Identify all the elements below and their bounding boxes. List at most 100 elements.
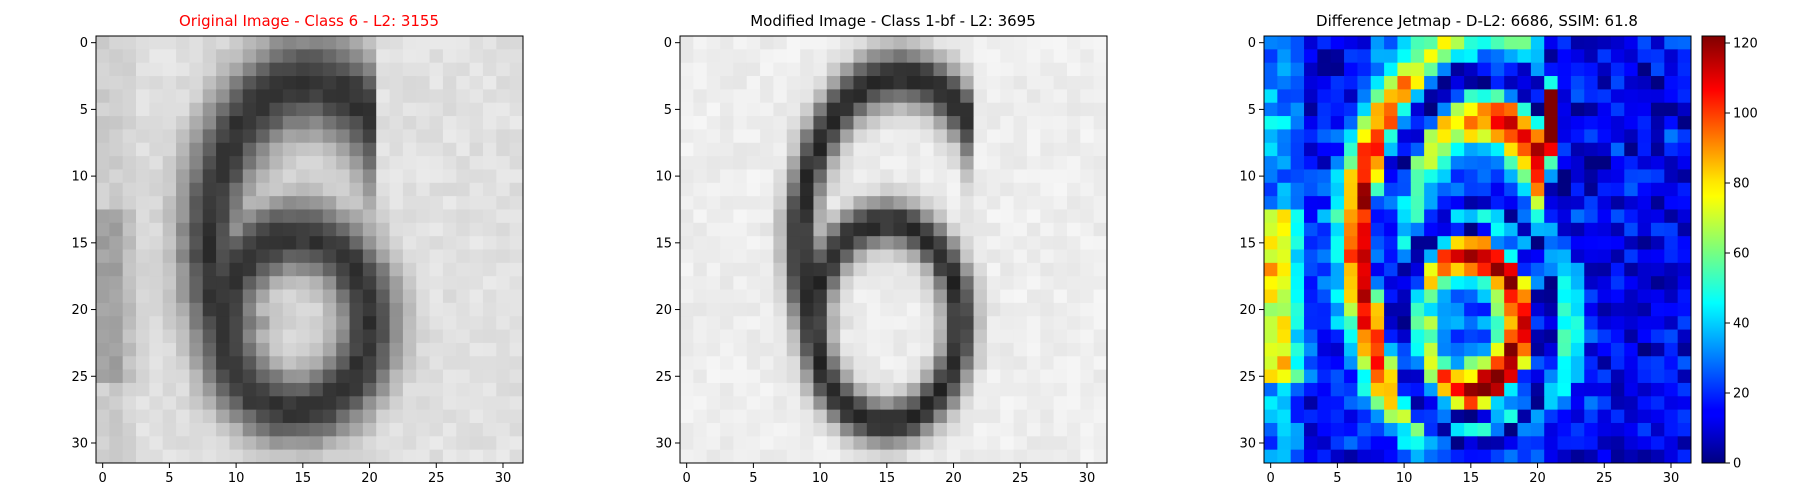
pixel-cell — [893, 316, 908, 330]
pixel-cell — [442, 89, 457, 104]
pixel-cell — [880, 142, 894, 157]
pixel-cell — [269, 422, 284, 437]
pixel-cell — [376, 49, 390, 64]
pixel-cell — [496, 142, 511, 157]
pixel-cell — [1304, 409, 1318, 424]
pixel-cell — [960, 222, 974, 237]
pixel-cell — [973, 169, 988, 184]
pixel-cell — [416, 382, 430, 397]
pixel-cell — [880, 436, 894, 451]
pixel-cell — [706, 396, 721, 411]
pixel-cell — [1080, 262, 1095, 277]
pixel-cell — [242, 129, 257, 144]
pixel-cell — [1584, 316, 1598, 330]
pixel-cell — [1677, 316, 1692, 330]
pixel-cell — [1080, 302, 1095, 317]
pixel-cell — [1330, 369, 1345, 384]
pixel-cell — [733, 249, 748, 264]
pixel-cell — [1026, 209, 1041, 224]
pixel-cell — [1570, 289, 1585, 304]
pixel-cell — [920, 36, 934, 50]
pixel-cell — [1477, 222, 1492, 237]
pixel-cell — [1530, 236, 1545, 250]
pixel-cell — [322, 142, 337, 157]
pixel-cell — [1290, 142, 1305, 157]
pixel-cell — [1000, 89, 1014, 104]
pixel-cell — [813, 369, 828, 384]
pixel-cell — [1264, 209, 1278, 224]
pixel-cell — [1304, 116, 1318, 130]
pixel-cell — [269, 76, 284, 90]
pixel-cell — [920, 49, 934, 64]
pixel-cell — [693, 156, 708, 170]
pixel-cell — [1637, 182, 1652, 197]
pixel-cell — [1304, 236, 1318, 250]
pixel-cell — [389, 276, 404, 290]
pixel-cell — [1557, 342, 1572, 357]
pixel-cell — [680, 222, 694, 237]
pixel-cell — [1557, 422, 1572, 437]
pixel-cell — [176, 369, 190, 384]
pixel-cell — [149, 116, 164, 130]
pixel-cell — [1344, 182, 1358, 197]
pixel-cell — [773, 169, 788, 184]
pixel-cell — [1264, 356, 1278, 370]
pixel-cell — [482, 449, 497, 464]
pixel-cell — [760, 182, 774, 197]
pixel-cell — [706, 142, 721, 157]
pixel-cell — [1477, 156, 1492, 170]
pixel-cell — [680, 329, 694, 344]
pixel-cell — [906, 436, 921, 451]
pixel-cell — [416, 249, 430, 264]
pixel-cell — [429, 62, 444, 77]
pixel-cell — [509, 196, 524, 210]
pixel-cell — [1264, 409, 1278, 424]
pixel-cell — [853, 329, 868, 344]
pixel-cell — [706, 89, 721, 104]
pixel-cell — [946, 342, 961, 357]
pixel-cell — [920, 142, 934, 157]
pixel-cell — [933, 169, 948, 184]
pixel-cell — [1000, 236, 1014, 250]
pixel-cell — [416, 356, 430, 370]
pixel-cell — [1317, 342, 1332, 357]
pixel-cell — [1026, 49, 1041, 64]
pixel-cell — [216, 289, 230, 304]
pixel-cell — [773, 422, 788, 437]
pixel-cell — [1000, 62, 1014, 77]
pixel-cell — [1026, 382, 1041, 397]
pixel-cell — [456, 169, 471, 184]
pixel-cell — [680, 116, 694, 130]
pixel-cell — [1450, 422, 1465, 437]
pixel-cell — [389, 102, 404, 117]
pixel-cell — [1517, 49, 1532, 64]
pixel-cell — [880, 382, 894, 397]
pixel-cell — [813, 316, 828, 330]
pixel-cell — [96, 169, 110, 184]
pixel-cell — [309, 89, 324, 104]
pixel-cell — [746, 222, 761, 237]
pixel-cell — [1317, 36, 1332, 50]
pixel-cell — [946, 49, 961, 64]
pixel-cell — [136, 356, 150, 370]
pixel-cell — [509, 102, 524, 117]
pixel-cell — [1080, 102, 1095, 117]
pixel-cell — [229, 156, 244, 170]
pixel-cell — [1610, 422, 1625, 437]
pixel-cell — [469, 182, 484, 197]
pixel-cell — [760, 142, 774, 157]
pixel-cell — [469, 382, 484, 397]
pixel-cell — [960, 209, 974, 224]
pixel-cell — [509, 276, 524, 290]
pixel-cell — [496, 49, 511, 64]
pixel-cell — [933, 36, 948, 50]
pixel-cell — [1530, 449, 1545, 464]
pixel-cell — [1330, 262, 1345, 277]
pixel-cell — [733, 449, 748, 464]
pixel-cell — [746, 449, 761, 464]
pixel-cell — [269, 316, 284, 330]
pixel-cell — [189, 249, 204, 264]
pixel-cell — [1040, 249, 1055, 264]
pixel-cell — [1277, 262, 1292, 277]
x-tick-label: 10 — [812, 471, 829, 486]
